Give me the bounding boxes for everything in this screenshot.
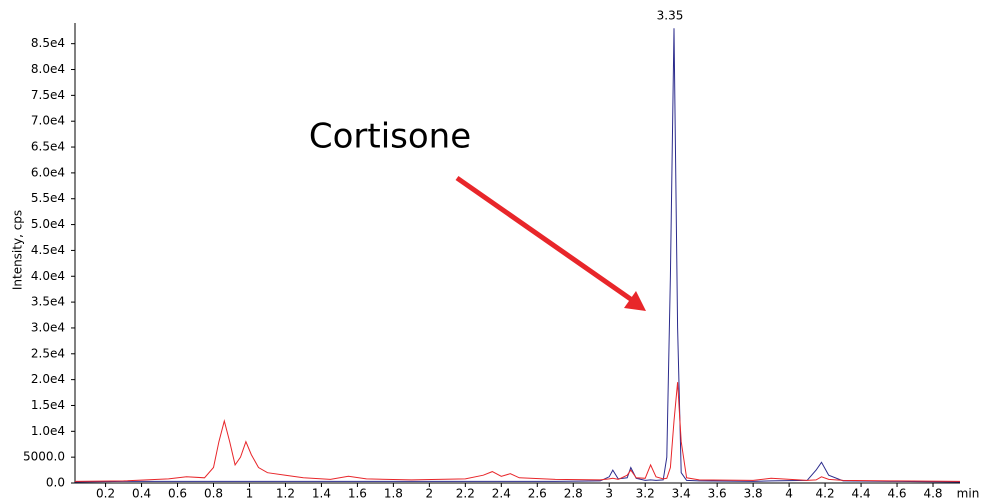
x-tick-label: 0.4 <box>132 487 151 501</box>
x-tick-label: 0.8 <box>204 487 223 501</box>
y-tick-label: 5.0e4 <box>31 217 65 231</box>
series-line <box>74 28 961 483</box>
series-line <box>74 382 961 482</box>
y-tick-label: 2.5e4 <box>31 346 65 360</box>
annotation: Cortisone <box>309 117 471 157</box>
y-tick-label: 8.5e4 <box>31 36 65 50</box>
y-tick-label: 5000.0 <box>23 450 65 464</box>
y-tick-label: 4.0e4 <box>31 269 65 283</box>
x-tick-label: 4.6 <box>887 487 906 501</box>
x-tick-label: 3.4 <box>672 487 691 501</box>
x-tick-label: 1.8 <box>384 487 403 501</box>
x-tick-label: 2.2 <box>456 487 475 501</box>
x-tick-label: 3.6 <box>708 487 727 501</box>
x-tick-label: 3 <box>605 487 613 501</box>
y-tick-label: 1.0e4 <box>31 424 65 438</box>
x-tick-label: 2 <box>426 487 434 501</box>
y-tick-label: 3.0e4 <box>31 320 65 334</box>
y-tick-label: 3.5e4 <box>31 295 65 309</box>
y-tick-label: 7.0e4 <box>31 114 65 128</box>
arrow <box>455 175 634 303</box>
x-tick-label: 1 <box>246 487 254 501</box>
peak-label: 3.35 <box>657 9 684 23</box>
x-tick-label: 1.6 <box>348 487 367 501</box>
x-tick-label: 0.2 <box>96 487 115 501</box>
x-tick-label: 2.4 <box>492 487 511 501</box>
y-tick-label: 2.0e4 <box>31 372 65 386</box>
y-tick-label: 6.0e4 <box>31 165 65 179</box>
x-tick-label: 2.8 <box>564 487 583 501</box>
x-tick-label: 4 <box>785 487 793 501</box>
y-tick-label: 6.5e4 <box>31 140 65 154</box>
x-tick-label: 3.8 <box>744 487 763 501</box>
y-tick-label: 7.5e4 <box>31 88 65 102</box>
y-tick-label: 8.0e4 <box>31 62 65 76</box>
x-tick-label: 4.2 <box>816 487 835 501</box>
arrow-head <box>624 291 646 311</box>
y-tick-label: 5.5e4 <box>31 191 65 205</box>
x-axis-label: min <box>957 487 980 501</box>
x-tick-label: 1.4 <box>312 487 331 501</box>
x-tick-label: 1.2 <box>276 487 295 501</box>
x-tick-label: 0.6 <box>168 487 187 501</box>
y-tick-label: 0.0 <box>46 476 65 490</box>
y-tick-label: 1.5e4 <box>31 398 65 412</box>
y-tick-label: 4.5e4 <box>31 243 65 257</box>
x-tick-label: 4.4 <box>852 487 871 501</box>
x-tick-label: 4.8 <box>923 487 942 501</box>
x-tick-label: 3.2 <box>636 487 655 501</box>
x-tick-label: 2.6 <box>528 487 547 501</box>
y-axis-label: Intensity, cps <box>11 210 25 290</box>
